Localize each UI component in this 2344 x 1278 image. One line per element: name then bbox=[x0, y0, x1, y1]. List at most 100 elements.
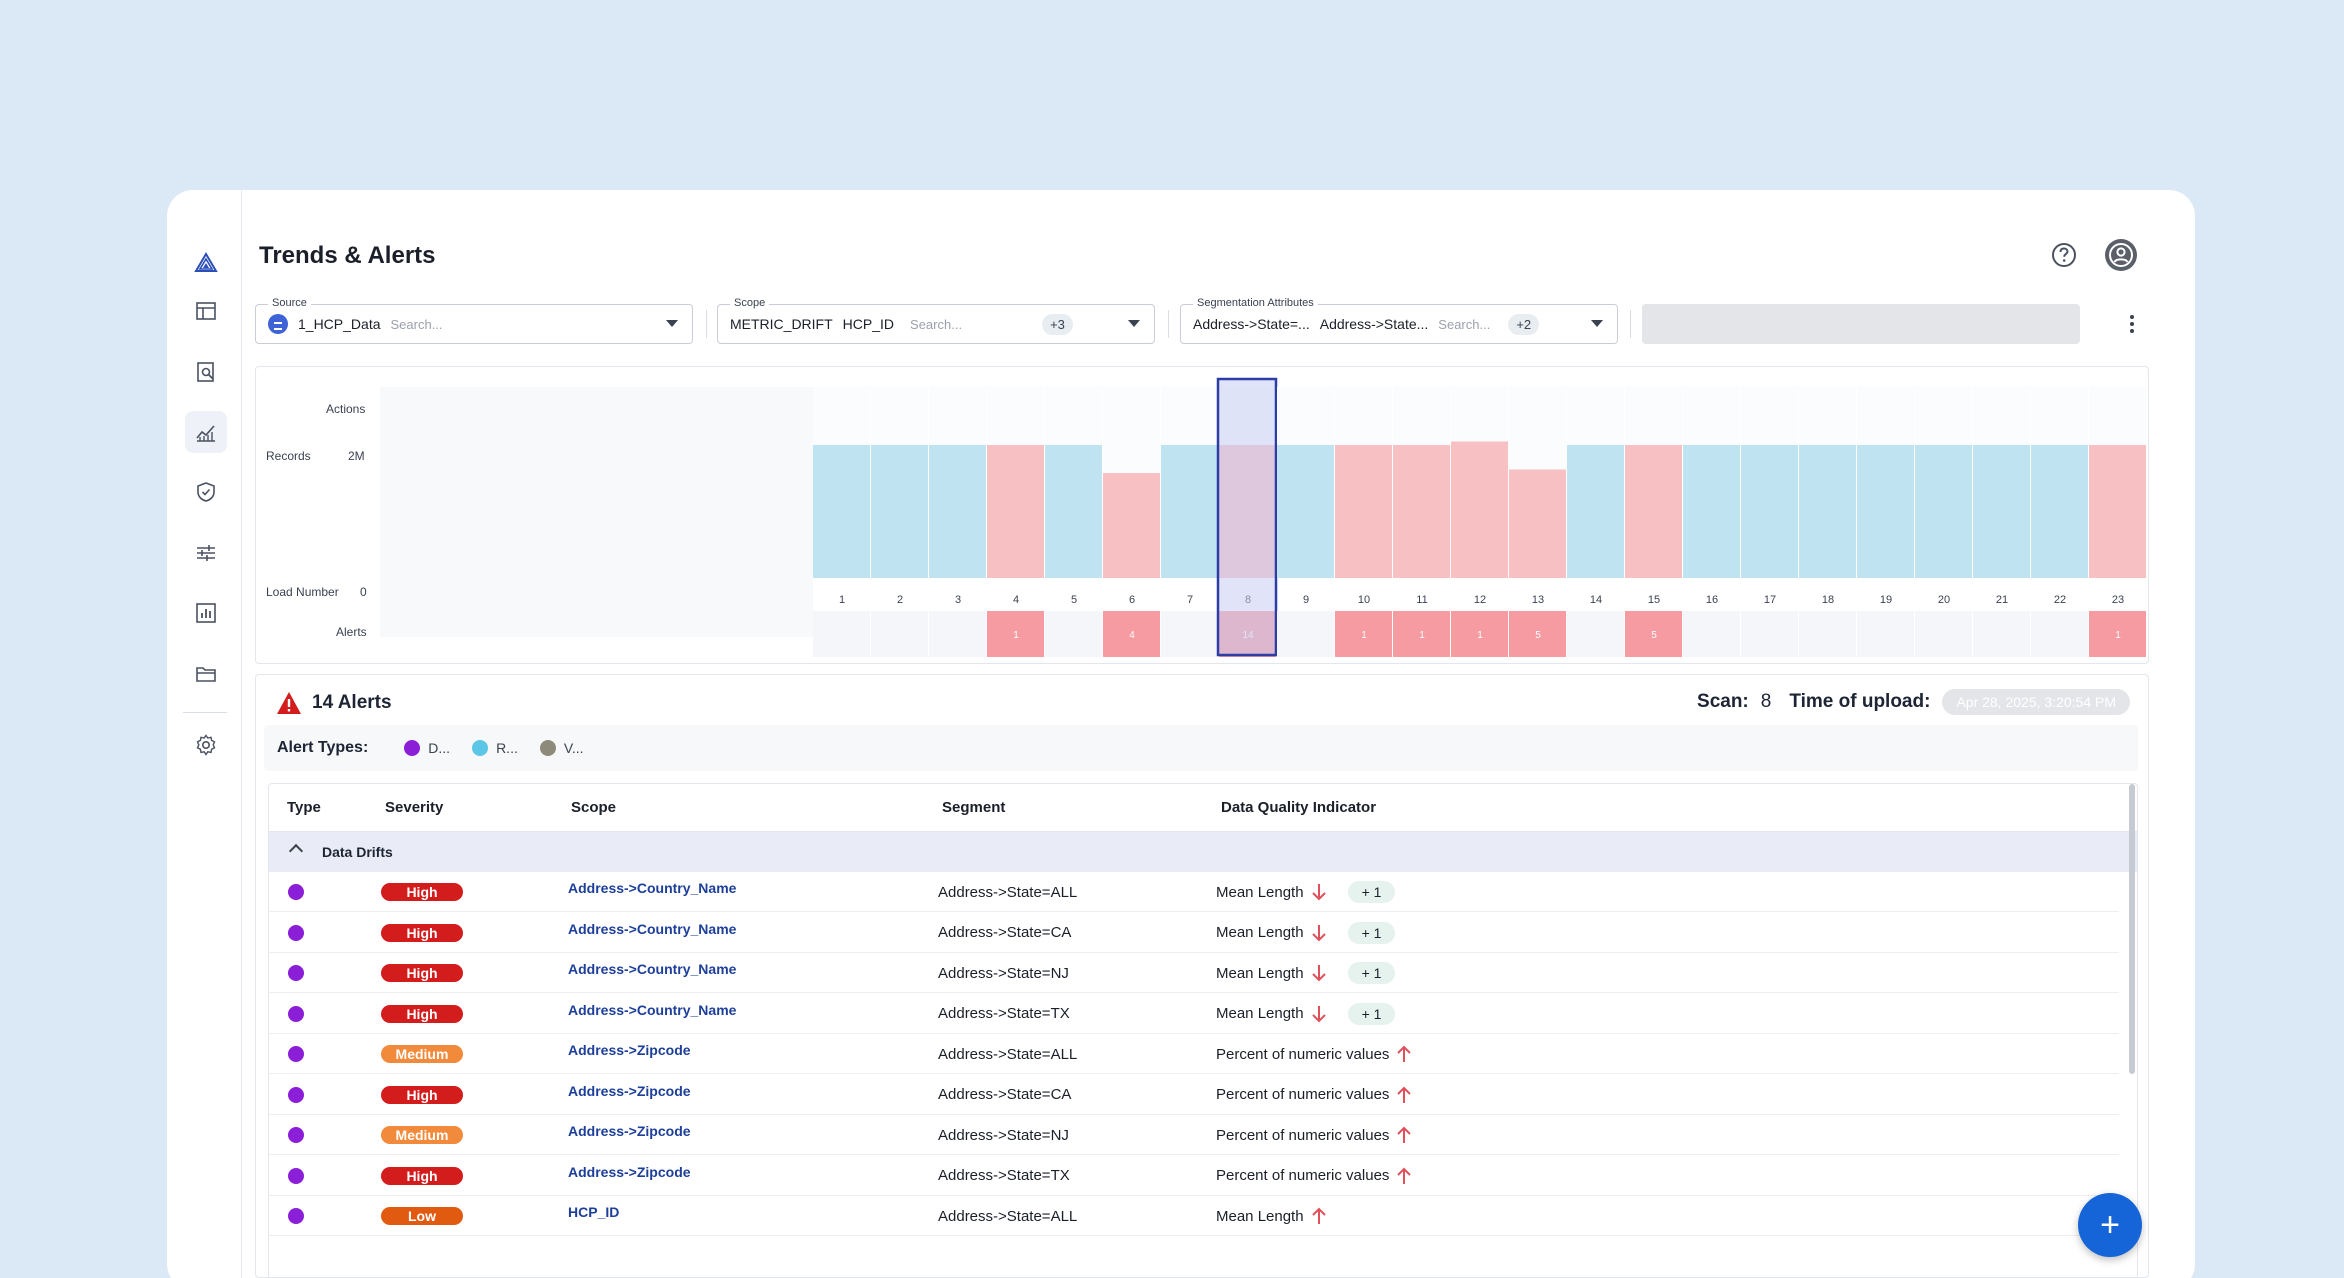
records-bar[interactable] bbox=[813, 445, 870, 578]
alert-count-cell[interactable] bbox=[1915, 611, 1972, 657]
records-bar[interactable] bbox=[1045, 445, 1102, 578]
add-button[interactable]: + bbox=[2078, 1193, 2142, 1257]
table-row[interactable]: Low HCP_ID Address->State=ALL Mean Length bbox=[269, 1196, 2119, 1236]
segmentation-search-input[interactable]: Search... bbox=[1438, 316, 1491, 332]
alert-count-cell[interactable] bbox=[1045, 611, 1102, 657]
records-bar[interactable] bbox=[1161, 445, 1218, 578]
header-data-quality-indicator[interactable]: Data Quality Indicator bbox=[1221, 799, 1377, 816]
table-icon[interactable] bbox=[185, 290, 227, 332]
records-bar[interactable] bbox=[1625, 445, 1682, 578]
scope-link[interactable]: Address->Zipcode bbox=[568, 1082, 691, 1099]
header-type[interactable]: Type bbox=[287, 799, 321, 816]
alert-count-cell[interactable] bbox=[1161, 611, 1218, 657]
source-search-input[interactable]: Search... bbox=[390, 316, 443, 332]
chevron-up-icon[interactable] bbox=[288, 843, 304, 859]
folder-icon[interactable] bbox=[185, 653, 227, 695]
more-indicators-chip[interactable]: + 1 bbox=[1347, 962, 1396, 984]
table-scrollbar[interactable] bbox=[2129, 784, 2135, 1074]
table-row[interactable]: Medium Address->Zipcode Address->State=ALL… bbox=[269, 1034, 2119, 1074]
scope-link[interactable]: Address->Zipcode bbox=[568, 1123, 691, 1139]
records-bar[interactable] bbox=[1799, 445, 1856, 578]
user-avatar-icon[interactable] bbox=[2104, 238, 2138, 272]
alert-count-cell[interactable] bbox=[1857, 611, 1914, 657]
header-severity[interactable]: Severity bbox=[385, 799, 444, 816]
scope-more-chip[interactable]: +3 bbox=[1042, 313, 1073, 335]
records-bar[interactable] bbox=[1567, 445, 1624, 578]
logo-icon[interactable] bbox=[185, 242, 227, 284]
alert-count-cell[interactable] bbox=[1103, 611, 1160, 657]
records-bar[interactable] bbox=[1915, 445, 1972, 578]
records-bar[interactable] bbox=[1857, 445, 1914, 578]
segmentation-filter[interactable]: Segmentation Attributes Address->State=.… bbox=[1180, 297, 1618, 344]
header-segment[interactable]: Segment bbox=[942, 799, 1006, 816]
scope-link[interactable]: Address->Country_Name bbox=[568, 1001, 737, 1018]
alert-count-cell[interactable] bbox=[1683, 611, 1740, 657]
segmentation-more-chip[interactable]: +2 bbox=[1508, 313, 1540, 335]
records-bar[interactable] bbox=[1451, 441, 1508, 579]
scope-link[interactable]: Address->Country_Name bbox=[568, 920, 737, 937]
table-row[interactable]: High Address->Zipcode Address->State=CA Per… bbox=[269, 1075, 2119, 1115]
alert-type-r[interactable]: R... bbox=[472, 740, 518, 756]
alert-count-cell[interactable] bbox=[2031, 611, 2088, 657]
table-row[interactable]: High Address->Country_Name Address->State=… bbox=[269, 872, 2119, 912]
alert-count-cell[interactable] bbox=[1799, 611, 1856, 657]
scope-link[interactable]: HCP_ID bbox=[568, 1204, 620, 1220]
alert-count-cell[interactable] bbox=[1335, 611, 1392, 657]
gear-icon[interactable] bbox=[185, 724, 227, 766]
records-bar[interactable] bbox=[1277, 445, 1334, 578]
line-chart-icon[interactable] bbox=[185, 411, 227, 453]
scope-filter[interactable]: Scope METRIC_DRIFT HCP_ID Search... +3 bbox=[717, 297, 1155, 344]
chevron-down-icon[interactable] bbox=[666, 320, 678, 327]
table-row[interactable]: High Address->Country_Name Address->State=… bbox=[269, 913, 2119, 953]
records-bar[interactable] bbox=[929, 445, 986, 578]
alert-count-cell[interactable] bbox=[929, 611, 986, 657]
records-bar[interactable] bbox=[2089, 445, 2146, 578]
alert-count-cell[interactable] bbox=[1625, 611, 1682, 657]
records-bar[interactable] bbox=[871, 445, 928, 578]
alert-count-cell[interactable] bbox=[813, 611, 870, 657]
shield-check-icon[interactable] bbox=[185, 471, 227, 513]
help-icon[interactable] bbox=[2047, 238, 2081, 272]
records-bar[interactable] bbox=[1509, 469, 1566, 579]
alert-count-cell[interactable] bbox=[871, 611, 928, 657]
table-row[interactable]: High Address->Country_Name Address->State=… bbox=[269, 953, 2119, 993]
more-options-icon[interactable] bbox=[2122, 310, 2142, 338]
chevron-down-icon[interactable] bbox=[1128, 320, 1140, 327]
records-bar[interactable] bbox=[1393, 445, 1450, 578]
alert-count-cell[interactable] bbox=[2089, 611, 2146, 657]
records-bar[interactable] bbox=[1335, 445, 1392, 578]
scope-search-input[interactable]: Search... bbox=[910, 316, 963, 332]
records-bar[interactable] bbox=[2031, 445, 2088, 578]
scope-link[interactable]: Address->Country_Name bbox=[568, 880, 737, 896]
group-row-data-drifts[interactable]: Data Drifts bbox=[269, 832, 2137, 872]
scope-link[interactable]: Address->Country_Name bbox=[568, 961, 737, 977]
more-indicators-chip[interactable]: + 1 bbox=[1347, 1002, 1396, 1025]
alert-count-cell[interactable] bbox=[1741, 611, 1798, 657]
alert-type-v[interactable]: V... bbox=[539, 740, 584, 756]
alert-count-cell[interactable] bbox=[1567, 611, 1624, 657]
chevron-down-icon[interactable] bbox=[1591, 320, 1603, 327]
table-row[interactable]: High Address->Country_Name Address->State=… bbox=[269, 994, 2119, 1034]
source-filter[interactable]: Source 1_HCP_Data Search... bbox=[255, 297, 693, 344]
table-row[interactable]: High Address->Zipcode Address->State=TX Per… bbox=[269, 1156, 2119, 1196]
more-indicators-chip[interactable]: + 1 bbox=[1347, 881, 1396, 903]
alert-count-cell[interactable] bbox=[1451, 611, 1508, 657]
sliders-icon[interactable] bbox=[185, 532, 227, 574]
alert-count-cell[interactable] bbox=[1973, 611, 2030, 657]
alert-type-drift[interactable]: D... bbox=[404, 740, 450, 756]
table-row[interactable]: Medium Address->Zipcode Address->State=NJ P… bbox=[269, 1115, 2119, 1155]
records-bar[interactable] bbox=[1741, 445, 1798, 578]
alert-count-cell[interactable] bbox=[1277, 611, 1334, 657]
scope-link[interactable]: Address->Zipcode bbox=[568, 1042, 691, 1058]
bar-chart-icon[interactable] bbox=[185, 592, 227, 634]
search-document-icon[interactable] bbox=[185, 351, 227, 393]
records-bar[interactable] bbox=[1973, 445, 2030, 578]
header-scope[interactable]: Scope bbox=[571, 799, 617, 816]
alert-count-cell[interactable] bbox=[1393, 611, 1450, 657]
alert-count-cell[interactable] bbox=[987, 611, 1044, 657]
more-indicators-chip[interactable]: + 1 bbox=[1347, 921, 1396, 944]
selected-load-highlight[interactable] bbox=[1216, 377, 1278, 657]
records-bar[interactable] bbox=[1103, 473, 1160, 578]
alert-count-cell[interactable] bbox=[1509, 611, 1566, 657]
scope-link[interactable]: Address->Zipcode bbox=[568, 1163, 691, 1180]
